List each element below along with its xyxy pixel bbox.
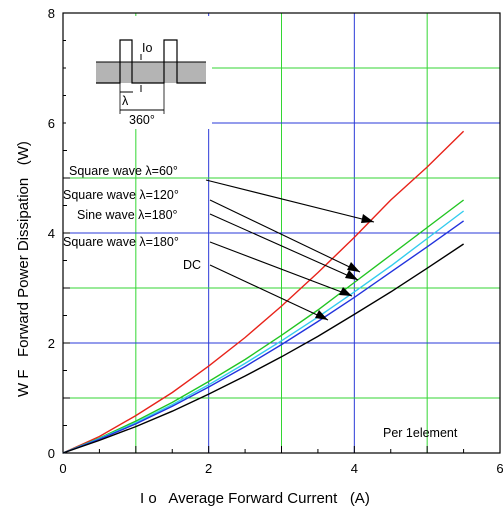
waveform-inset: Io λ 360°: [66, 16, 212, 129]
arrowhead-square-120: [347, 262, 360, 272]
x-tick-label: 2: [205, 461, 212, 476]
label-square-60: Square wave λ=60°: [69, 164, 178, 178]
x-tick-label: 6: [496, 461, 503, 476]
arrow-dc: [209, 264, 329, 321]
label-sine-180: Sine wave λ=180°: [77, 208, 178, 222]
x-tick-label: 0: [59, 461, 66, 476]
y-axis-title: W F Forward Power Dissipation (W): [15, 141, 32, 397]
label-square-120: Square wave λ=120°: [63, 188, 179, 202]
inset-period-label: 360°: [129, 113, 155, 127]
arrow-square-180: [209, 241, 353, 297]
inset-current-band: [96, 62, 206, 83]
arrowhead-square-180: [339, 287, 352, 296]
arrowhead-sine-180: [345, 270, 358, 280]
series-line-4: [62, 243, 464, 454]
x-tick-label: 4: [351, 461, 358, 476]
arrowhead-dc: [315, 310, 328, 320]
note-per-element: Per 1element: [383, 426, 458, 440]
annotation-arrowheads: [315, 214, 374, 320]
arrowhead-square-60: [361, 214, 374, 223]
series-lines: [62, 130, 465, 454]
y-tick-label: 0: [48, 446, 55, 461]
label-dc: DC: [183, 258, 201, 272]
arrow-sine-180: [209, 213, 359, 281]
y-tick-label: 6: [48, 116, 55, 131]
inset-lambda-label: λ: [122, 94, 129, 108]
annotation-arrows: [205, 179, 375, 321]
x-axis-title: I o Average Forward Current (A): [140, 490, 370, 507]
y-tick-label: 4: [48, 226, 55, 241]
curve-annotations: Square wave λ=60° Square wave λ=120° Sin…: [63, 164, 458, 440]
arrow-square-60: [205, 179, 375, 223]
arrow-square-120: [209, 199, 361, 273]
series-line-0: [62, 130, 465, 454]
y-tick-label: 8: [48, 6, 55, 21]
inset-io-label: Io: [142, 41, 152, 55]
label-square-180: Square wave λ=180°: [63, 235, 179, 249]
series-line-1: [62, 199, 465, 454]
y-tick-label: 2: [48, 336, 55, 351]
series-line-3: [62, 220, 465, 454]
series-line-2: [62, 210, 465, 454]
